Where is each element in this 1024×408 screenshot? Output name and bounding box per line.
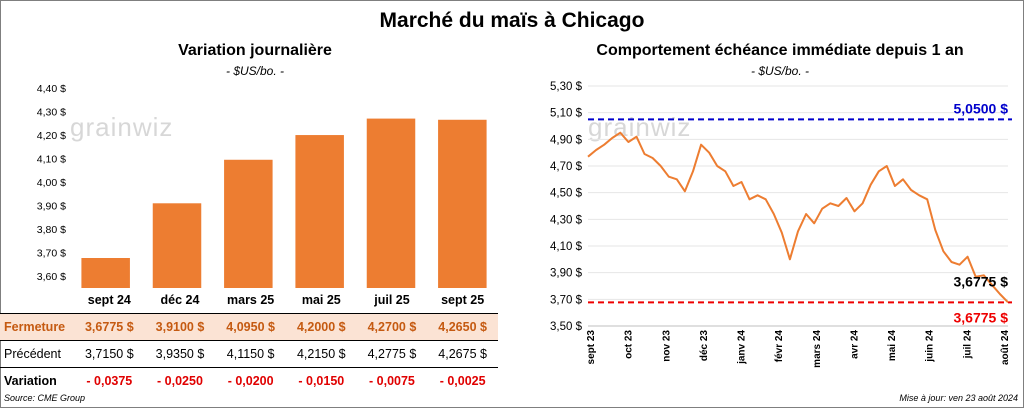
table-header-cell: sept 25 [441,293,485,307]
line-chart: 3,50 $ 3,70 $ 3,90 $ 4,10 $ 4,30 $ 4,50 $ 4,70… [550,81,1012,368]
y-tick-label: 4,10 $ [37,154,66,166]
y-tick-label: 4,30 $ [37,107,66,119]
table-header-row: sept 24 déc 24 mars 25 mai 25 juil 25 se… [0,287,498,314]
bar-chart-title: Variation journalière [178,42,332,59]
x-tick-label: févr 24 [774,330,785,363]
x-tick-label: avr 24 [849,330,860,359]
table-header-cell: juil 25 [374,293,410,307]
table-header-cell: déc 24 [160,293,200,307]
x-tick-label: juil 24 [962,330,973,360]
y-tick-label: 3,90 $ [550,268,583,280]
table-header-cell: mai 25 [301,293,341,307]
high-reference-label: 5,0500 $ [954,100,1009,116]
bar [152,203,202,288]
row-label: Fermeture [0,313,74,341]
y-tick-label: 3,70 $ [550,294,583,306]
update-note: Mise à jour: ven 23 août 2024 [899,393,1018,403]
watermark-logo-right: grainwiz [588,112,692,142]
table-row-variation: Variation - 0,0375 - 0,0250 - 0,0200 - 0… [0,368,498,395]
watermark-logo-left: grainwiz [70,112,174,142]
x-tick-label: nov 23 [661,330,672,362]
source-note: Source: CME Group [4,393,86,403]
x-tick-label: août 24 [1000,330,1011,365]
table-cell: - 0,0150 [298,374,345,388]
price-line [587,131,1009,303]
row-label: Précédent [0,340,74,368]
table-cell: 4,1150 $ [215,340,286,368]
table-header-cell: sept 24 [87,293,131,307]
table-cell: 3,9100 $ [144,313,216,341]
table-cell: 3,6775 $ [74,313,145,341]
line-chart-unit: - $US/bo. - [750,64,810,78]
bar-chart-unit: - $US/bo. - [225,64,285,78]
bar [295,135,344,288]
y-tick-label: 4,00 $ [37,177,66,189]
table-cell: - 0,0375 [86,374,133,388]
table-row-close: Fermeture 3,6775 $ 3,9100 $ 4,0950 $ 4,2… [0,313,498,341]
y-tick-label: 4,90 $ [550,134,583,146]
line-chart-title: Comportement échéance immédiate depuis 1… [596,42,964,59]
y-tick-label: 4,20 $ [37,130,66,142]
y-tick-label: 3,50 $ [550,321,583,333]
bar [366,118,416,289]
table-row-previous: Précédent 3,7150 $ 3,9350 $ 4,1150 $ 4,2… [0,340,498,368]
table-cell: 4,2150 $ [285,340,357,368]
last-value-label: 3,6775 $ [954,273,1009,289]
bar-chart: 3,60 $ 3,70 $ 3,80 $ 3,90 $ 4,00 $ 4,10 $ 4,20… [37,83,487,289]
y-tick-label: 4,10 $ [550,241,583,253]
table-cell: - 0,0025 [439,374,486,388]
page-title: Marché du maïs à Chicago [379,9,645,32]
x-tick-label: déc 23 [699,330,710,362]
x-tick-label: oct 23 [624,330,635,359]
y-tick-label: 4,70 $ [550,161,583,173]
x-tick-label: janv 24 [737,330,748,365]
price-table: sept 24 déc 24 mars 25 mai 25 juil 25 se… [0,287,498,394]
row-label: Variation [4,374,57,388]
y-tick-label: 4,30 $ [550,214,583,226]
table-cell: 3,9350 $ [144,340,216,368]
y-tick-label: 3,70 $ [37,248,66,260]
bar [81,258,130,288]
table-header-cell: mars 25 [227,293,275,307]
y-tick-label: 3,90 $ [37,201,66,213]
table-cell: 3,7150 $ [74,340,145,368]
low-reference-label: 3,6775 $ [954,309,1009,325]
table-cell: - 0,0075 [369,374,415,388]
y-tick-label: 3,60 $ [37,271,66,283]
y-tick-label: 4,50 $ [550,188,583,200]
y-tick-label: 5,30 $ [550,81,583,93]
table-cell: 4,0950 $ [215,313,286,341]
y-tick-label: 4,40 $ [37,83,66,95]
y-tick-label: 3,80 $ [37,224,66,236]
x-tick-label: mai 24 [887,330,898,362]
x-tick-label: juin 24 [925,330,936,363]
table-cell: 4,2000 $ [285,313,357,341]
table-cell: 4,2650 $ [427,313,498,341]
table-cell: - 0,0250 [157,374,203,388]
x-tick-label: mars 24 [812,330,823,368]
x-tick-label: sept 23 [586,330,597,365]
table-cell: 4,2775 $ [356,340,428,368]
table-cell: 4,2700 $ [356,313,428,341]
bar [438,119,487,288]
table-cell: 4,2675 $ [427,340,498,368]
y-tick-label: 5,10 $ [550,108,583,120]
table-cell: - 0,0200 [227,374,274,388]
bar [224,159,273,288]
